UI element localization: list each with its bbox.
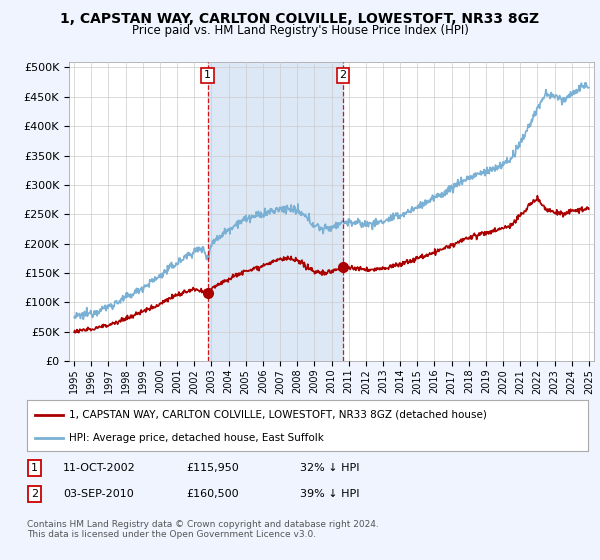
Text: £115,950: £115,950: [186, 463, 239, 473]
Text: 2: 2: [340, 71, 347, 81]
Text: 1: 1: [31, 463, 38, 473]
Text: 1, CAPSTAN WAY, CARLTON COLVILLE, LOWESTOFT, NR33 8GZ: 1, CAPSTAN WAY, CARLTON COLVILLE, LOWEST…: [61, 12, 539, 26]
Bar: [208, 62, 343, 361]
Text: £160,500: £160,500: [186, 489, 239, 499]
Text: 03-SEP-2010: 03-SEP-2010: [63, 489, 134, 499]
Text: 1: 1: [204, 71, 211, 81]
Text: 39% ↓ HPI: 39% ↓ HPI: [300, 489, 359, 499]
Text: Contains HM Land Registry data © Crown copyright and database right 2024.
This d: Contains HM Land Registry data © Crown c…: [27, 520, 379, 539]
Text: HPI: Average price, detached house, East Suffolk: HPI: Average price, detached house, East…: [69, 433, 324, 443]
Text: 11-OCT-2002: 11-OCT-2002: [63, 463, 136, 473]
Text: Price paid vs. HM Land Registry's House Price Index (HPI): Price paid vs. HM Land Registry's House …: [131, 24, 469, 36]
Text: 32% ↓ HPI: 32% ↓ HPI: [300, 463, 359, 473]
Text: 2: 2: [31, 489, 38, 499]
Text: 1, CAPSTAN WAY, CARLTON COLVILLE, LOWESTOFT, NR33 8GZ (detached house): 1, CAPSTAN WAY, CARLTON COLVILLE, LOWEST…: [69, 409, 487, 419]
